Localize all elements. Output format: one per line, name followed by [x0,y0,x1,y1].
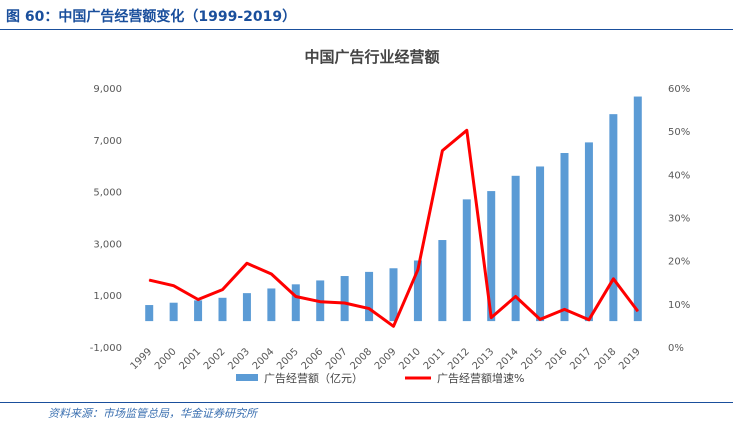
bar-1999 [145,305,154,322]
right-axis: 0% 10% 20% 30% 40% 50% 60% [668,84,690,354]
x-axis: 1999200020012002200320042005200620072008… [129,346,643,372]
x-tick-label: 2012 [446,346,472,372]
growth-point-2003 [246,262,248,264]
figure-caption: 图 60：中国广告经营额变化（1999-2019） [6,9,297,25]
legend-label-bar: 广告经营额（亿元） [264,371,363,385]
growth-point-2002 [222,289,223,291]
x-tick-label: 2005 [275,346,301,372]
growth-point-2007 [344,302,346,304]
growth-point-2014 [515,295,517,297]
x-tick-label: 2006 [300,346,326,372]
bar-2005 [291,284,300,322]
bar-2019 [633,96,642,322]
line-series [148,128,639,328]
right-tick-label: 30% [668,214,690,225]
growth-point-2011 [441,150,443,152]
growth-point-2017 [588,319,590,321]
right-tick-label: 50% [668,127,690,138]
bar-2013 [487,191,496,322]
x-tick-label: 2009 [373,346,399,372]
x-tick-label: 2001 [177,346,203,372]
bar-2002 [218,297,227,322]
x-tick-label: 2015 [519,346,545,372]
legend-label-line: 广告经营额增速% [437,371,524,385]
growth-point-2012 [466,129,468,131]
left-tick-label: 3,000 [93,239,122,250]
right-tick-label: 40% [668,170,690,181]
growth-point-2005 [295,295,297,297]
bar-2003 [242,293,251,322]
x-tick-label: 2000 [153,346,179,372]
bar-2007 [340,276,349,322]
source-note: 资料来源：市场监管总局，华金证券研究所 [48,407,257,420]
growth-point-2018 [612,278,614,280]
right-tick-label: 0% [668,343,684,354]
growth-point-2016 [564,308,565,310]
growth-point-2004 [270,273,272,275]
growth-point-2013 [490,317,492,319]
left-tick-label: 7,000 [93,136,122,147]
x-tick-label: 2017 [568,346,594,372]
x-tick-label: 2002 [202,346,228,372]
bar-2015 [536,166,545,322]
bar-2004 [267,288,276,322]
x-tick-label: 2008 [348,346,374,372]
left-axis: -1,000 1,000 3,000 5,000 7,000 9,000 [90,84,122,354]
left-tick-label: 1,000 [93,291,122,302]
right-tick-label: 60% [668,84,690,95]
legend-swatch-bar [236,374,258,381]
footer-rule [0,402,733,403]
x-tick-label: 2010 [397,346,423,372]
growth-point-2015 [539,318,541,320]
growth-point-1999 [148,279,150,281]
bar-2016 [560,153,569,322]
x-tick-label: 1999 [129,346,155,372]
bar-2009 [389,268,398,322]
x-tick-label: 2003 [226,346,252,372]
growth-point-2000 [173,285,175,287]
chart-title: 中国广告行业经营额 [304,48,439,66]
bar-2008 [365,271,374,322]
growth-point-2010 [417,269,419,271]
x-tick-label: 2014 [495,346,521,372]
bar-2018 [609,114,618,322]
bar-2017 [584,142,593,322]
bar-2011 [438,240,447,322]
growth-point-2019 [637,310,639,312]
bar-2000 [169,302,178,322]
right-tick-label: 10% [668,300,690,311]
bar-2014 [511,175,520,322]
x-tick-label: 2007 [324,346,350,372]
bar-2010 [413,260,422,322]
right-tick-label: 20% [668,257,690,268]
x-tick-label: 2016 [544,346,570,372]
legend: 广告经营额（亿元） 广告经营额增速% [236,371,524,385]
left-tick-label: 5,000 [93,188,122,199]
x-tick-label: 2013 [471,346,497,372]
growth-point-2008 [368,308,370,310]
growth-point-2001 [197,299,199,301]
growth-point-2009 [393,325,394,327]
growth-point-2006 [319,301,321,303]
bar-2012 [462,199,471,322]
left-tick-label: -1,000 [90,343,122,354]
x-tick-label: 2004 [251,346,277,372]
x-tick-label: 2011 [422,346,448,372]
x-tick-label: 2018 [593,346,619,372]
x-tick-label: 2019 [617,346,643,372]
bar-2001 [194,300,203,322]
header-rule [0,29,733,30]
bar-series [145,96,642,322]
left-tick-label: 9,000 [93,84,122,95]
